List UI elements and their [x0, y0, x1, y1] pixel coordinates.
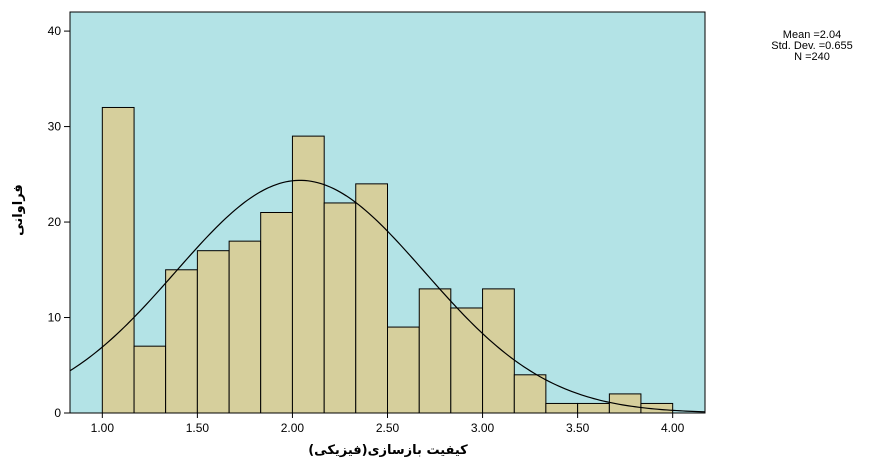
y-tick-label: 0: [54, 406, 61, 420]
y-tick-label: 20: [48, 215, 62, 229]
bars-group: [101, 106, 674, 414]
y-axis-ticks: 0 10 20 30 40: [48, 24, 70, 420]
histogram-bar: [101, 106, 135, 414]
x-tick-label: 2.00: [281, 421, 305, 435]
histogram-bar: [260, 212, 293, 414]
y-tick-label: 30: [48, 120, 62, 134]
x-axis-ticks: 1.00 1.50 2.00 2.50 3.00 3.50 4.00: [91, 413, 685, 435]
x-tick-label: 1.50: [186, 421, 210, 435]
x-tick-label: 3.00: [471, 421, 495, 435]
histogram-bar: [228, 240, 262, 414]
x-axis-label: کیفیت بازسازی(فیزیکی): [308, 443, 468, 458]
histogram-bar: [418, 288, 452, 414]
histogram-bar: [323, 202, 357, 414]
stats-legend: Mean =2.04 Std. Dev. =0.655 N =240: [745, 30, 879, 63]
y-tick-label: 40: [48, 24, 62, 38]
stats-std-dev: Std. Dev. =0.655: [771, 40, 853, 52]
x-tick-label: 3.50: [566, 421, 590, 435]
histogram-bar: [165, 269, 198, 414]
histogram-bar: [355, 183, 388, 414]
stats-mean: Mean =2.04: [782, 29, 842, 41]
x-tick-label: 1.00: [91, 421, 115, 435]
x-tick-label: 4.00: [661, 421, 685, 435]
histogram-bar: [133, 345, 167, 414]
histogram-bar: [545, 402, 579, 414]
y-axis-label: فراوانی: [11, 184, 26, 236]
histogram-bar: [387, 326, 420, 414]
histogram-bar: [482, 288, 515, 414]
x-tick-label: 2.50: [376, 421, 400, 435]
histogram-bar: [577, 402, 610, 414]
histogram-bar: [291, 135, 325, 414]
histogram-bar: [513, 374, 547, 414]
normal-curve: [69, 179, 706, 413]
histogram-bar: [450, 307, 484, 414]
y-tick-label: 10: [48, 311, 62, 325]
histogram-bar: [196, 250, 230, 414]
stats-n: N =240: [794, 51, 830, 63]
